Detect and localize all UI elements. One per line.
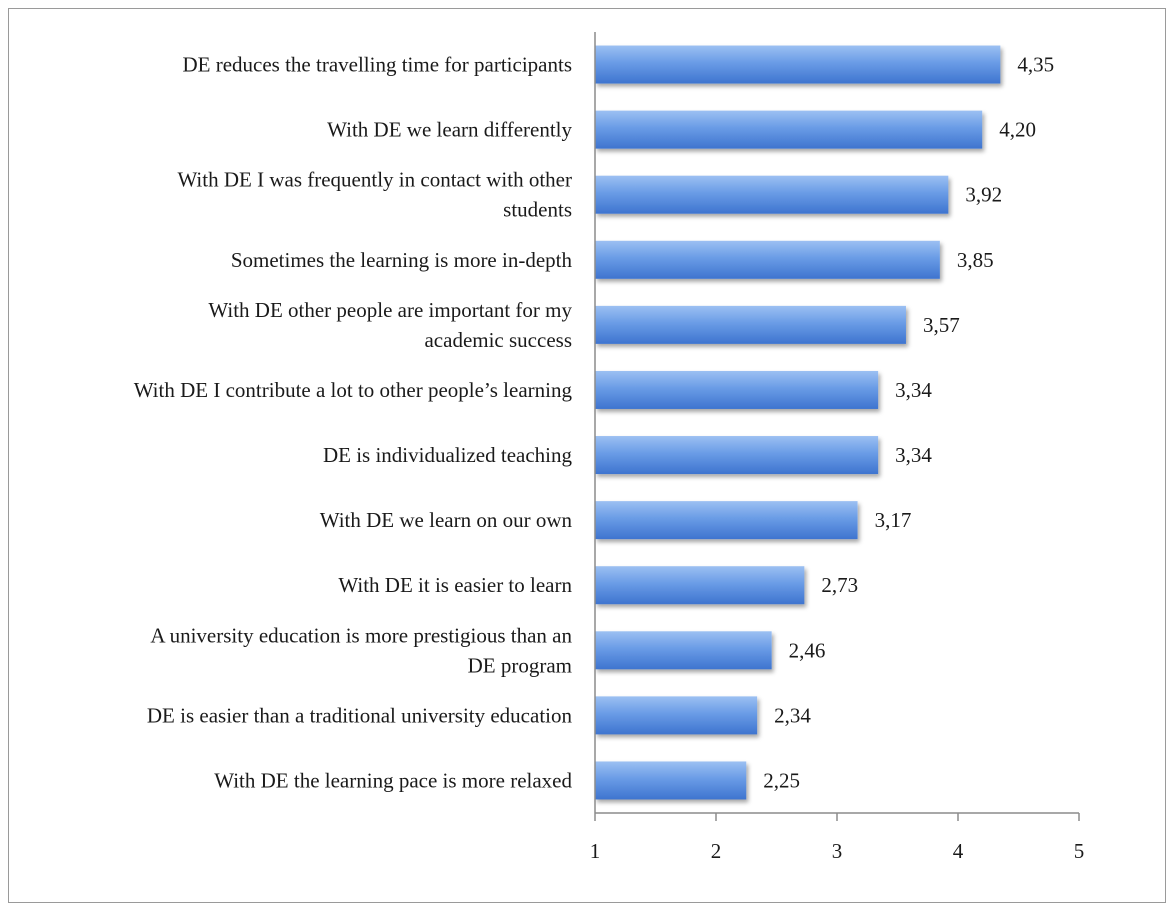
category-label-9: With DE it is easier to learn bbox=[338, 573, 572, 597]
bar-2 bbox=[595, 110, 983, 149]
category-label-3-line-1: With DE I was frequently in contact with… bbox=[177, 168, 572, 192]
x-tick-label-1: 1 bbox=[590, 839, 601, 863]
value-label-7: 3,34 bbox=[895, 443, 932, 467]
chart-frame bbox=[8, 8, 1166, 903]
bar-11 bbox=[595, 696, 758, 735]
category-label-5-line-2: academic success bbox=[424, 328, 572, 352]
x-tick-label-3: 3 bbox=[832, 839, 843, 863]
value-label-5: 3,57 bbox=[923, 313, 960, 337]
x-tick-label-4: 4 bbox=[953, 839, 964, 863]
value-label-9: 2,73 bbox=[821, 573, 858, 597]
bar-10 bbox=[595, 631, 772, 670]
category-label-10-line-2: DE program bbox=[468, 653, 572, 677]
value-label-12: 2,25 bbox=[763, 768, 800, 792]
bar-9 bbox=[595, 566, 805, 605]
value-label-10: 2,46 bbox=[789, 638, 826, 662]
value-label-8: 3,17 bbox=[875, 508, 912, 532]
category-label-12: With DE the learning pace is more relaxe… bbox=[214, 768, 572, 792]
bar-1 bbox=[595, 45, 1001, 84]
category-label-11: DE is easier than a traditional universi… bbox=[147, 703, 573, 727]
category-label-3-line-2: students bbox=[503, 198, 572, 222]
bar-7 bbox=[595, 436, 879, 475]
category-label-4: Sometimes the learning is more in-depth bbox=[231, 248, 573, 272]
axis-layer bbox=[594, 32, 1080, 821]
value-label-3: 3,92 bbox=[965, 183, 1002, 207]
category-label-1: DE reduces the travelling time for parti… bbox=[182, 53, 572, 77]
x-tick-label-2: 2 bbox=[711, 839, 722, 863]
category-label-8: With DE we learn on our own bbox=[320, 508, 573, 532]
category-label-7: DE is individualized teaching bbox=[323, 443, 573, 467]
bar-5 bbox=[595, 305, 906, 344]
labels-layer: 4,35 DE reduces the travelling time for p… bbox=[134, 53, 1085, 863]
value-label-1: 4,35 bbox=[1017, 53, 1054, 77]
bar-6 bbox=[595, 370, 879, 409]
value-label-6: 3,34 bbox=[895, 378, 932, 402]
category-label-5-line-1: With DE other people are important for m… bbox=[208, 298, 572, 322]
value-label-4: 3,85 bbox=[957, 248, 994, 272]
category-label-6: With DE I contribute a lot to other peop… bbox=[134, 378, 573, 402]
value-label-2: 4,20 bbox=[999, 118, 1036, 142]
bar-8 bbox=[595, 501, 858, 540]
category-label-10-line-1: A university education is more prestigio… bbox=[150, 623, 572, 647]
value-label-11: 2,34 bbox=[774, 703, 811, 727]
bar-4 bbox=[595, 240, 940, 279]
x-tick-label-5: 5 bbox=[1074, 839, 1085, 863]
category-label-2: With DE we learn differently bbox=[327, 118, 572, 142]
bar-12 bbox=[595, 761, 747, 800]
bar-3 bbox=[595, 175, 949, 214]
bars-layer bbox=[595, 45, 1001, 800]
